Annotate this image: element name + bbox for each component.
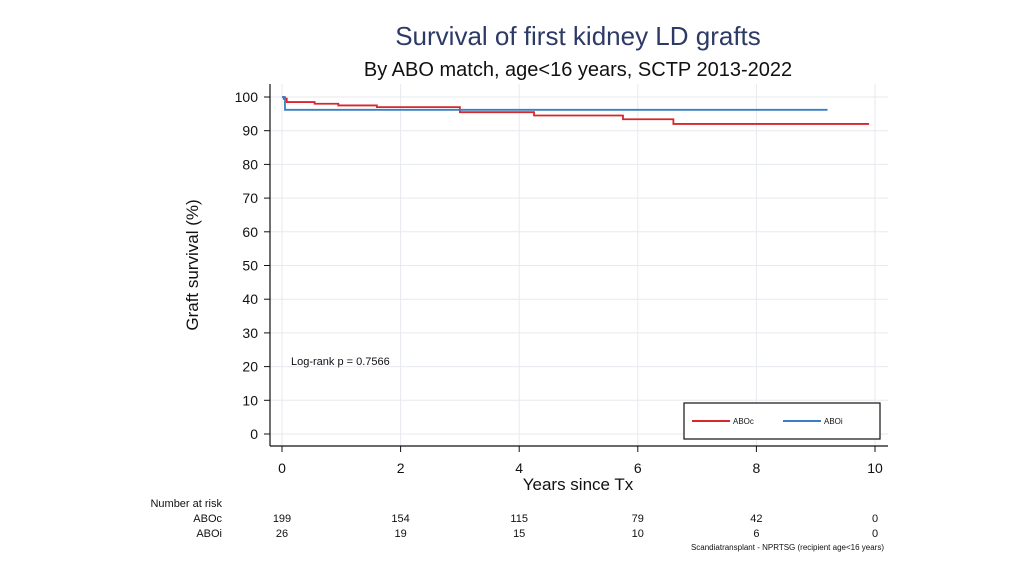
x-axis-title: Years since Tx	[523, 475, 634, 494]
risk-cell: 26	[276, 528, 288, 540]
risk-cell: 10	[632, 528, 644, 540]
x-tick-label: 10	[867, 460, 883, 476]
legend: ABOc ABOi	[683, 402, 881, 440]
risk-row-label-aboi: ABOi	[196, 528, 222, 540]
x-tick-label: 8	[753, 460, 761, 476]
footnote: Scandiatransplant - NPRTSG (recipient ag…	[691, 543, 884, 552]
y-tick-label: 100	[235, 89, 259, 105]
y-tick-label: 90	[242, 123, 258, 139]
risk-cell: 0	[872, 513, 878, 525]
risk-cell: 42	[750, 513, 762, 525]
risk-row-label-aboc: ABOc	[193, 513, 222, 525]
y-axis-title: Graft survival (%)	[183, 199, 202, 330]
legend-label-aboi: ABOi	[824, 417, 843, 426]
risk-cell: 154	[391, 513, 409, 525]
x-tick-label: 0	[278, 460, 286, 476]
y-tick-label: 50	[242, 258, 258, 274]
axes: 0 10 20 30 40 50 60 70 80 90 100 0 2 4 6 8 10	[235, 84, 888, 476]
series-line-aboc	[282, 96, 870, 125]
gridlines	[270, 84, 888, 446]
y-tick-label: 20	[242, 359, 258, 375]
risk-cell: 115	[510, 513, 528, 525]
y-tick-label: 80	[242, 156, 258, 172]
risk-table-header: Number at risk	[150, 498, 222, 510]
y-tick-label: 30	[242, 325, 258, 341]
x-tick-label: 2	[397, 460, 405, 476]
y-tick-label: 40	[242, 291, 258, 307]
x-tick-label: 6	[634, 460, 642, 476]
risk-cell: 0	[872, 528, 878, 540]
series-line-aboi	[282, 96, 828, 111]
risk-cell: 15	[513, 528, 525, 540]
legend-label-aboc: ABOc	[733, 417, 754, 426]
chart-title: Survival of first kidney LD grafts	[395, 21, 761, 51]
risk-cell: 6	[753, 528, 759, 540]
x-tick-label: 4	[515, 460, 523, 476]
y-tick-label: 10	[242, 392, 258, 408]
y-tick-label: 70	[242, 190, 258, 206]
risk-cell: 79	[632, 513, 644, 525]
y-tick-label: 60	[242, 224, 258, 240]
y-tick-label: 0	[250, 426, 258, 442]
risk-cell: 19	[394, 528, 406, 540]
series-lines	[282, 96, 870, 125]
logrank-annotation: Log-rank p = 0.7566	[291, 356, 390, 368]
risk-table: Number at risk ABOc ABOi 199 154 115 79 42 0 2…	[150, 498, 878, 540]
risk-cell: 199	[273, 513, 291, 525]
chart-subtitle: By ABO match, age<16 years, SCTP 2013-20…	[364, 59, 792, 81]
